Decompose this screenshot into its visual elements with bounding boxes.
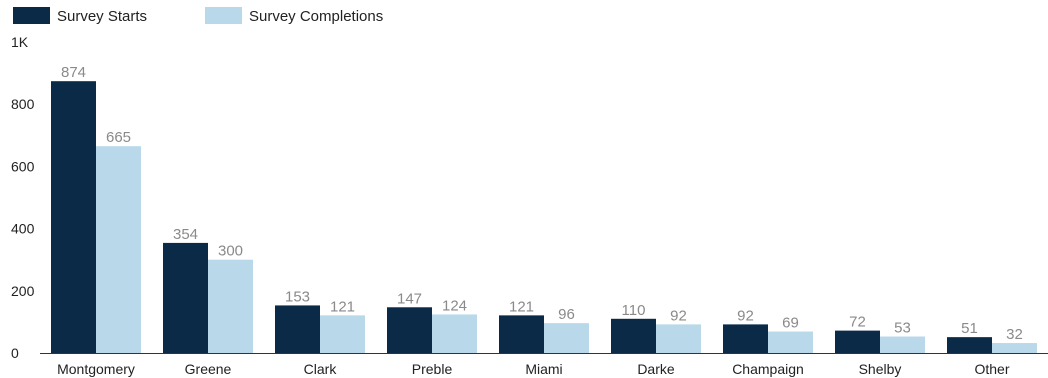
data-label: 147 <box>397 290 422 307</box>
x-tick-label: Montgomery <box>57 361 135 377</box>
bar-completions <box>544 323 589 353</box>
bar-starts <box>499 315 544 353</box>
bar-completions <box>880 336 925 353</box>
x-axis: Montgomery Greene Clark Preble Miami Darke Cha… <box>40 353 1048 377</box>
data-label: 300 <box>218 243 243 260</box>
x-tick-label: Miami <box>525 361 562 377</box>
x-tick-label: Clark <box>304 361 338 377</box>
legend-label-2: Survey Completions <box>249 8 383 25</box>
bar-starts <box>611 318 656 353</box>
bar-starts <box>51 81 96 353</box>
data-label: 121 <box>330 298 355 315</box>
bar-completions <box>432 314 477 353</box>
y-tick-label: 800 <box>11 96 35 112</box>
data-label: 124 <box>442 297 467 314</box>
y-tick-label: 0 <box>11 345 19 361</box>
y-axis: 0 200 400 600 800 1K <box>11 34 35 361</box>
bar-completions <box>768 331 813 353</box>
data-label: 96 <box>558 306 575 323</box>
data-label: 69 <box>782 315 799 332</box>
data-label: 92 <box>737 307 754 324</box>
data-label: 32 <box>1006 326 1023 343</box>
data-label: 354 <box>173 226 198 243</box>
x-tick-label: Greene <box>185 361 232 377</box>
y-tick-label: 400 <box>11 221 35 237</box>
data-labels: 874 665 354 300 153 121 147 124 121 96 110 92 92 69 72… <box>61 64 1023 343</box>
x-tick-label: Champaign <box>732 361 804 377</box>
bar-starts <box>163 242 208 353</box>
data-label: 72 <box>849 314 866 331</box>
legend-swatch-1 <box>13 7 50 24</box>
bar-starts <box>723 324 768 353</box>
data-label: 665 <box>106 129 131 146</box>
data-label: 51 <box>961 320 978 337</box>
x-tick-label: Preble <box>412 361 453 377</box>
x-tick-label: Other <box>974 361 1009 377</box>
data-label: 874 <box>61 64 86 81</box>
bar-completions <box>656 324 701 353</box>
bar-starts <box>275 305 320 353</box>
bar-starts <box>947 337 992 353</box>
data-label: 121 <box>509 298 534 315</box>
legend: Survey Starts Survey Completions <box>13 7 383 25</box>
y-tick-label: 1K <box>11 34 29 50</box>
y-tick-label: 200 <box>11 283 35 299</box>
legend-swatch-2 <box>205 7 242 24</box>
bar-completions <box>992 343 1037 353</box>
y-tick-label: 600 <box>11 158 35 174</box>
data-label: 53 <box>894 320 911 337</box>
bar-starts <box>835 330 880 353</box>
data-label: 92 <box>670 307 687 324</box>
bar-completions <box>208 259 253 353</box>
data-label: 110 <box>622 302 646 319</box>
x-tick-label: Darke <box>637 361 675 377</box>
bar-starts <box>387 307 432 353</box>
x-tick-label: Shelby <box>859 361 902 377</box>
bar-completions <box>320 315 365 353</box>
bar-completions <box>96 146 141 353</box>
bars <box>51 81 1037 353</box>
data-label: 153 <box>285 288 310 305</box>
legend-label-1: Survey Starts <box>57 8 147 25</box>
